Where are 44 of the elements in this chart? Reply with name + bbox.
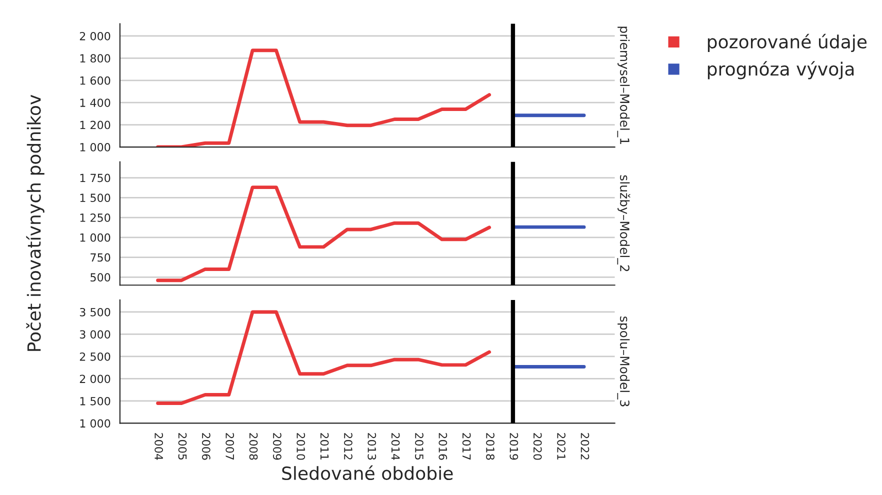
y-tick-label: 1 200	[80, 120, 110, 130]
y-tick-label: 1 500	[80, 194, 110, 202]
y-tick-label: 1 600	[80, 76, 110, 85]
x-axis-title: Sledované obdobie	[282, 465, 453, 480]
y-axis-title: Počet inovatívnych podnikov	[26, 94, 44, 351]
x-tick-label: 2014	[391, 433, 400, 460]
x-tick-label: 2020	[533, 433, 542, 460]
y-tick-label: 1 750	[80, 174, 110, 182]
x-tick-label: 2022	[580, 433, 590, 460]
y-tick-label: 3 000	[80, 330, 110, 339]
y-tick-label: 1 400	[80, 98, 110, 107]
text: priemysel–Model_1	[617, 26, 630, 144]
y-tick-label: 2 000	[80, 32, 110, 40]
y-tick-label: 3 500	[80, 308, 110, 316]
x-tick-label: 2010	[296, 433, 306, 460]
x-tick-label: 2004	[154, 433, 164, 460]
x-tick-label: 2019	[510, 433, 518, 460]
x-tick-label: 2017	[462, 433, 471, 460]
x-tick-label: 2016	[438, 433, 448, 460]
x-tick-label: 2006	[202, 433, 210, 460]
x-tick-label: 2008	[249, 433, 258, 460]
x-tick-label: 2015	[415, 433, 424, 460]
x-tick-label: 2011	[320, 433, 329, 460]
legend-label: prognóza vývoja	[708, 61, 854, 80]
x-tick-label: 2018	[486, 433, 494, 460]
y-tick-label: 1 250	[80, 214, 110, 222]
x-tick-label: 2021	[557, 433, 566, 460]
y-tick-label: 1 000	[80, 142, 110, 152]
text: spolu–Model_3	[617, 316, 630, 406]
x-tick-label: 2012	[344, 433, 352, 460]
y-tick-label: 750	[90, 253, 110, 262]
y-tick-label: 1 000	[80, 233, 110, 242]
x-tick-label: 2005	[178, 433, 187, 460]
x-tick-label: 2009	[272, 433, 282, 460]
y-tick-label: 1 800	[80, 54, 110, 63]
x-tick-label: 2007	[226, 433, 234, 460]
x-tick-label: 2013	[368, 433, 376, 460]
y-tick-label: 500	[90, 273, 110, 282]
y-tick-label: 2 500	[80, 352, 110, 361]
y-tick-label: 2 000	[80, 374, 110, 384]
text: služby–Model_2	[617, 175, 630, 272]
y-tick-label: 1 000	[80, 419, 110, 428]
legend-label: pozorované údaje	[708, 34, 867, 52]
y-tick-label: 1 500	[80, 396, 110, 406]
